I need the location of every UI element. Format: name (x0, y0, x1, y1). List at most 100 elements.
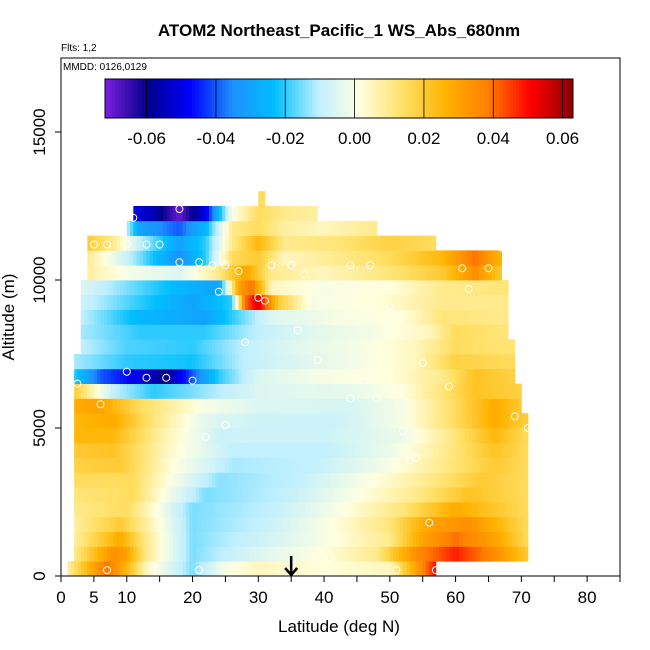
heatmap-cell (258, 457, 262, 473)
colorbar-cell (342, 79, 347, 118)
heatmap-cell (432, 324, 437, 340)
heatmap-cell (110, 561, 115, 576)
measurement-point (195, 258, 204, 267)
heatmap-cell (87, 487, 91, 503)
heatmap-cell (442, 383, 447, 399)
heatmap-cell (287, 339, 292, 355)
heatmap-cell (353, 294, 358, 310)
heatmap-cell (425, 413, 430, 429)
heatmap-cell (383, 324, 387, 340)
heatmap-cell (162, 531, 167, 547)
heatmap-cell (74, 442, 78, 458)
heatmap-cell (271, 235, 276, 251)
heatmap-cell (179, 546, 184, 562)
heatmap-cell (491, 413, 496, 429)
heatmap-cell (189, 472, 193, 488)
colorbar-cell (308, 79, 313, 118)
heatmap-cell (455, 354, 460, 370)
heatmap-cell (363, 516, 368, 532)
heatmap-cell (169, 294, 174, 310)
heatmap-cell (281, 250, 285, 266)
colorbar-cell (168, 79, 173, 118)
heatmap-cell (77, 368, 82, 384)
heatmap-cell (452, 354, 456, 370)
heatmap-cell (215, 280, 220, 296)
heatmap-cell (445, 472, 450, 488)
heatmap-cell (366, 531, 371, 547)
heatmap-cell (162, 561, 167, 576)
heatmap-cell (176, 531, 180, 547)
heatmap-cell (202, 413, 207, 429)
heatmap-cell (442, 309, 447, 325)
heatmap-cell (301, 339, 305, 355)
heatmap-cell (406, 294, 410, 310)
heatmap-cell (278, 413, 282, 429)
heatmap-cell (222, 516, 226, 532)
heatmap-cell (465, 368, 470, 384)
heatmap-cell (501, 428, 506, 444)
heatmap-cell (347, 428, 351, 444)
heatmap-cell (225, 220, 230, 236)
heatmap-cell (208, 531, 213, 547)
heatmap-cell (100, 457, 105, 473)
heatmap-cell (97, 339, 101, 355)
heatmap-cell (350, 457, 355, 473)
heatmap-cell (478, 516, 483, 532)
heatmap-cell (146, 265, 151, 281)
heatmap-cell (412, 324, 417, 340)
heatmap-cell (294, 354, 299, 370)
heatmap-cell (123, 339, 128, 355)
heatmap-cell (90, 309, 95, 325)
heatmap-cell (93, 428, 98, 444)
heatmap-cell (481, 250, 486, 266)
heatmap-cell (419, 531, 424, 547)
heatmap-cell (350, 235, 355, 251)
heatmap-cell (402, 428, 407, 444)
heatmap-cell (465, 250, 470, 266)
heatmap-cell (399, 472, 404, 488)
heatmap-cell (284, 398, 289, 414)
heatmap-cell (231, 250, 236, 266)
heatmap-cell (488, 398, 493, 414)
heatmap-cell (278, 354, 282, 370)
heatmap-cell (123, 457, 128, 473)
heatmap-cell (149, 561, 154, 576)
colorbar-cell (486, 79, 490, 118)
heatmap-cell (205, 531, 210, 547)
heatmap-cell (235, 531, 239, 547)
heatmap-cell (422, 546, 427, 562)
heatmap-cell (363, 220, 368, 236)
heatmap-cell (435, 383, 440, 399)
heatmap-cell (314, 442, 318, 458)
heatmap-cell (113, 250, 118, 266)
heatmap-cell (159, 472, 164, 488)
heatmap-cell (146, 442, 151, 458)
heatmap-cell (287, 294, 292, 310)
heatmap-cell (271, 265, 276, 281)
heatmap-cell (337, 383, 341, 399)
heatmap-cell (304, 502, 309, 518)
heatmap-cell (445, 368, 450, 384)
heatmap-cell (445, 354, 450, 370)
colorbar-cell (285, 79, 290, 118)
heatmap-cell (74, 516, 78, 532)
heatmap-cell (439, 265, 443, 281)
heatmap-cell (399, 457, 404, 473)
heatmap-cell (238, 324, 243, 340)
heatmap-cell (248, 413, 253, 429)
heatmap-cell (182, 398, 187, 414)
heatmap-cell (406, 531, 410, 547)
heatmap-cell (179, 265, 184, 281)
heatmap-cell (376, 235, 381, 251)
heatmap-cell (97, 546, 101, 562)
heatmap-cell (304, 442, 309, 458)
heatmap-cell (202, 294, 207, 310)
heatmap-cell (126, 516, 131, 532)
heatmap-cell (153, 354, 157, 370)
heatmap-cell (107, 280, 111, 296)
heatmap-cell (297, 250, 302, 266)
heatmap-cell (274, 413, 279, 429)
heatmap-cell (343, 280, 348, 296)
heatmap-cell (126, 502, 131, 518)
heatmap-cell (406, 516, 410, 532)
